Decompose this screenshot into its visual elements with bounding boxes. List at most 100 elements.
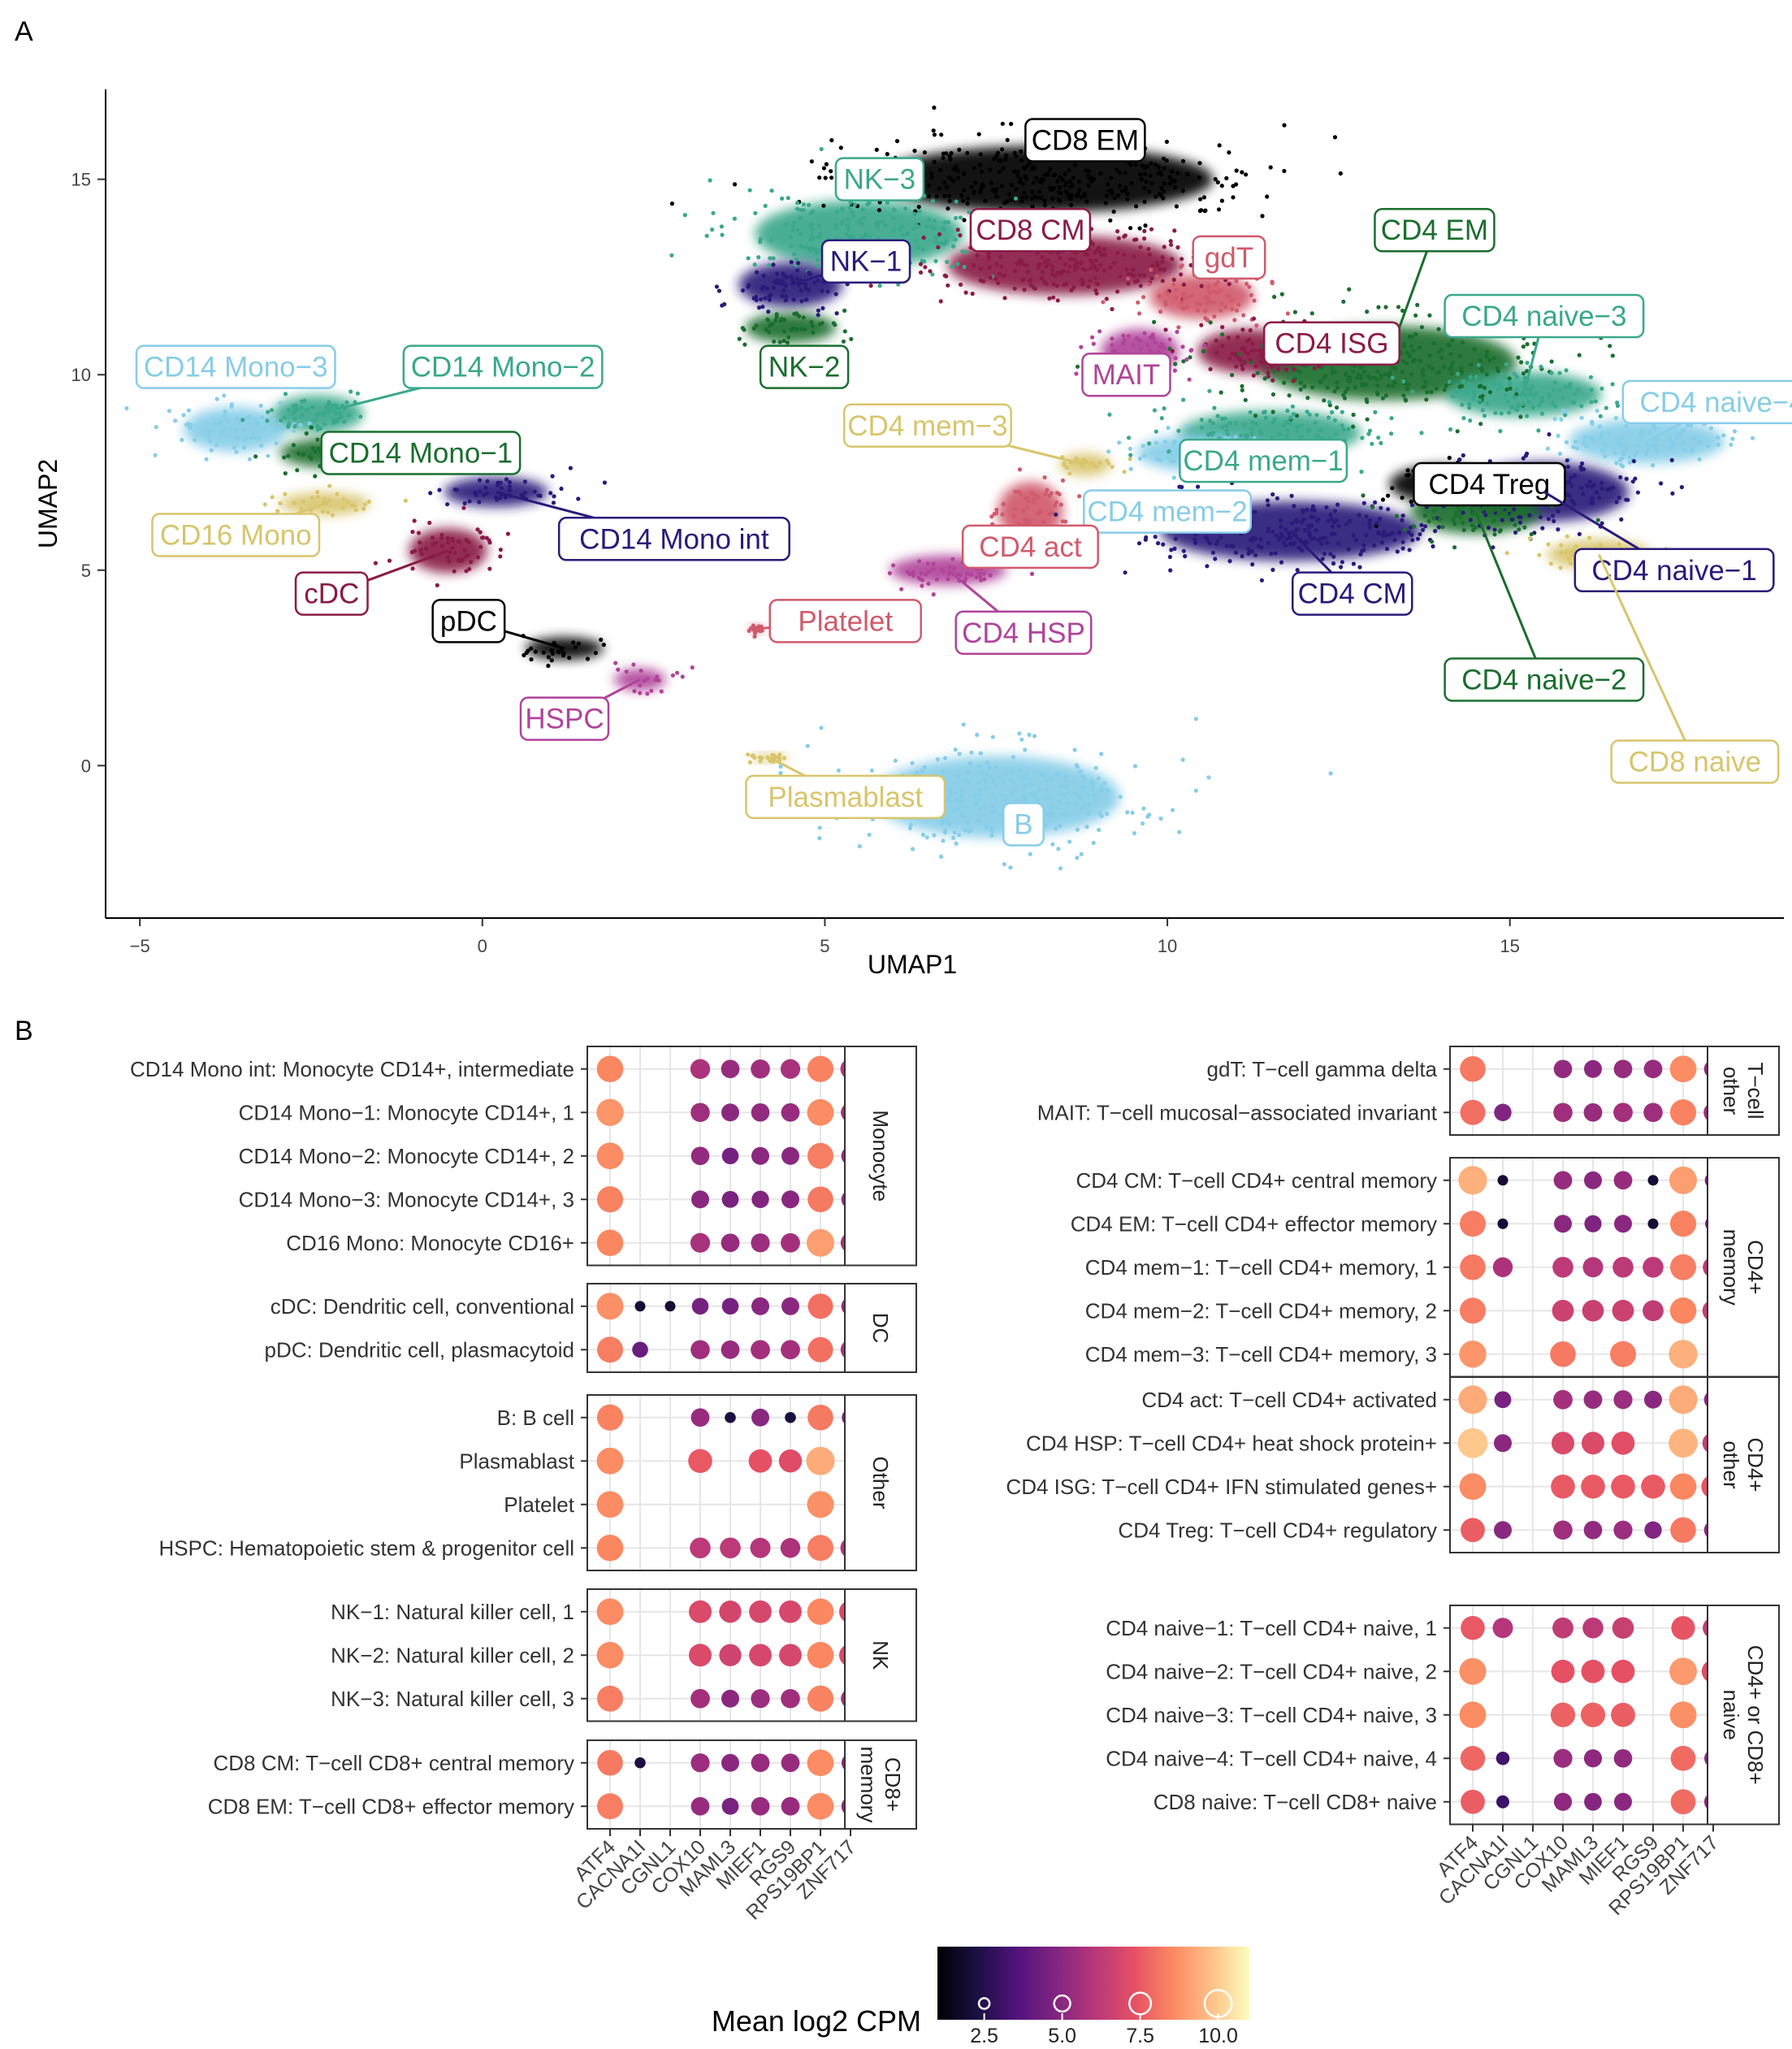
umap-point bbox=[477, 500, 482, 505]
umap-point bbox=[946, 193, 951, 198]
umap-point bbox=[1181, 306, 1186, 311]
umap-point bbox=[1243, 349, 1248, 354]
umap-point bbox=[1573, 473, 1578, 479]
umap-point bbox=[1159, 185, 1164, 191]
dot-maml3 bbox=[1582, 1299, 1604, 1322]
umap-point bbox=[1063, 812, 1067, 817]
umap-point bbox=[833, 292, 838, 297]
umap-point bbox=[484, 491, 490, 496]
umap-point bbox=[1219, 301, 1224, 306]
cluster-label-cd8-naive: CD8 naive bbox=[1629, 747, 1761, 778]
umap-point bbox=[924, 835, 929, 840]
umap-point bbox=[1017, 467, 1022, 472]
umap-point bbox=[880, 219, 885, 224]
umap-point bbox=[941, 838, 946, 843]
umap-point bbox=[1503, 393, 1508, 398]
umap-point bbox=[1409, 499, 1413, 505]
umap-point bbox=[167, 409, 171, 414]
dot-rps19bp1 bbox=[806, 1446, 835, 1475]
umap-point bbox=[1305, 396, 1310, 401]
strip-label-group: DC bbox=[868, 1313, 893, 1344]
dot-mief1 bbox=[751, 1146, 769, 1165]
umap-point bbox=[1053, 273, 1058, 278]
umap-point bbox=[1214, 290, 1219, 295]
umap-point bbox=[1504, 362, 1508, 366]
umap-point bbox=[797, 283, 802, 288]
umap-point bbox=[1469, 362, 1474, 367]
umap-point bbox=[1174, 204, 1179, 209]
umap-point bbox=[1598, 414, 1603, 418]
umap-point bbox=[1167, 449, 1171, 454]
umap-point bbox=[292, 416, 297, 421]
umap-point bbox=[893, 758, 898, 763]
umap-point bbox=[1134, 336, 1139, 340]
umap-point bbox=[1569, 483, 1574, 488]
dot-rgs9 bbox=[781, 1146, 799, 1165]
dot-mief1 bbox=[1611, 1431, 1635, 1455]
umap-point bbox=[1375, 369, 1380, 374]
umap-point bbox=[1361, 493, 1366, 498]
umap-point bbox=[1084, 825, 1089, 830]
umap-point bbox=[1214, 350, 1219, 355]
umap-point bbox=[1315, 518, 1320, 523]
umap-point bbox=[941, 227, 946, 232]
dot-plot-panel: CD14 Mono int: Monocyte CD14+, intermedi… bbox=[130, 1046, 1780, 1925]
umap-point bbox=[1020, 277, 1025, 283]
row-label: Plasmablast bbox=[459, 1449, 574, 1473]
umap-point bbox=[1504, 551, 1509, 556]
umap-point bbox=[638, 691, 643, 695]
umap-point bbox=[1050, 510, 1054, 516]
umap-point bbox=[262, 502, 267, 507]
umap-point bbox=[1500, 372, 1504, 377]
umap-point bbox=[931, 566, 936, 572]
umap-point bbox=[942, 220, 947, 225]
umap-point bbox=[1045, 778, 1050, 783]
umap-point bbox=[1565, 458, 1569, 463]
umap-point bbox=[912, 211, 917, 217]
row-label: CD4 Treg: T−cell CD4+ regulatory bbox=[1118, 1518, 1437, 1542]
umap-point bbox=[1029, 571, 1035, 577]
umap-point bbox=[1255, 370, 1260, 375]
umap-point bbox=[1348, 518, 1353, 524]
umap-point bbox=[779, 316, 784, 322]
umap-point bbox=[1093, 765, 1098, 770]
umap-point bbox=[781, 338, 786, 344]
umap-point bbox=[1461, 520, 1465, 526]
umap-point bbox=[1067, 471, 1072, 476]
umap-point bbox=[1079, 195, 1084, 200]
umap-point bbox=[1539, 364, 1543, 370]
umap-point bbox=[1585, 483, 1590, 488]
umap-point bbox=[1291, 542, 1296, 547]
dot-mief1 bbox=[1611, 1702, 1635, 1727]
umap-point bbox=[1082, 193, 1087, 198]
strip-label: memory bbox=[856, 1747, 881, 1823]
umap-point bbox=[1617, 495, 1621, 500]
umap-point bbox=[551, 500, 556, 505]
umap-point bbox=[1002, 862, 1006, 867]
umap-point bbox=[1211, 300, 1216, 305]
umap-point bbox=[846, 227, 851, 232]
umap-point bbox=[951, 244, 956, 249]
umap-point bbox=[292, 428, 297, 433]
dot-cox10 bbox=[1553, 1748, 1573, 1768]
dot-maml3 bbox=[1582, 1257, 1604, 1278]
umap-point bbox=[1635, 490, 1640, 495]
umap-point bbox=[961, 790, 966, 795]
umap-point bbox=[1287, 393, 1292, 398]
umap-point bbox=[403, 498, 408, 503]
umap-point bbox=[917, 559, 922, 564]
umap-point bbox=[1203, 535, 1209, 539]
umap-point bbox=[1213, 557, 1218, 561]
umap-point bbox=[765, 755, 770, 760]
umap-point bbox=[829, 138, 834, 143]
umap-point bbox=[1075, 856, 1080, 860]
umap-point bbox=[532, 489, 537, 494]
umap-point bbox=[1050, 842, 1055, 847]
umap-point bbox=[1229, 298, 1234, 303]
umap-point bbox=[1002, 201, 1007, 206]
umap-point bbox=[277, 422, 282, 427]
umap-point bbox=[765, 317, 770, 322]
cluster-label-nk-3: NK−3 bbox=[844, 164, 916, 196]
umap-point bbox=[1138, 284, 1143, 288]
umap-point bbox=[1296, 368, 1301, 373]
